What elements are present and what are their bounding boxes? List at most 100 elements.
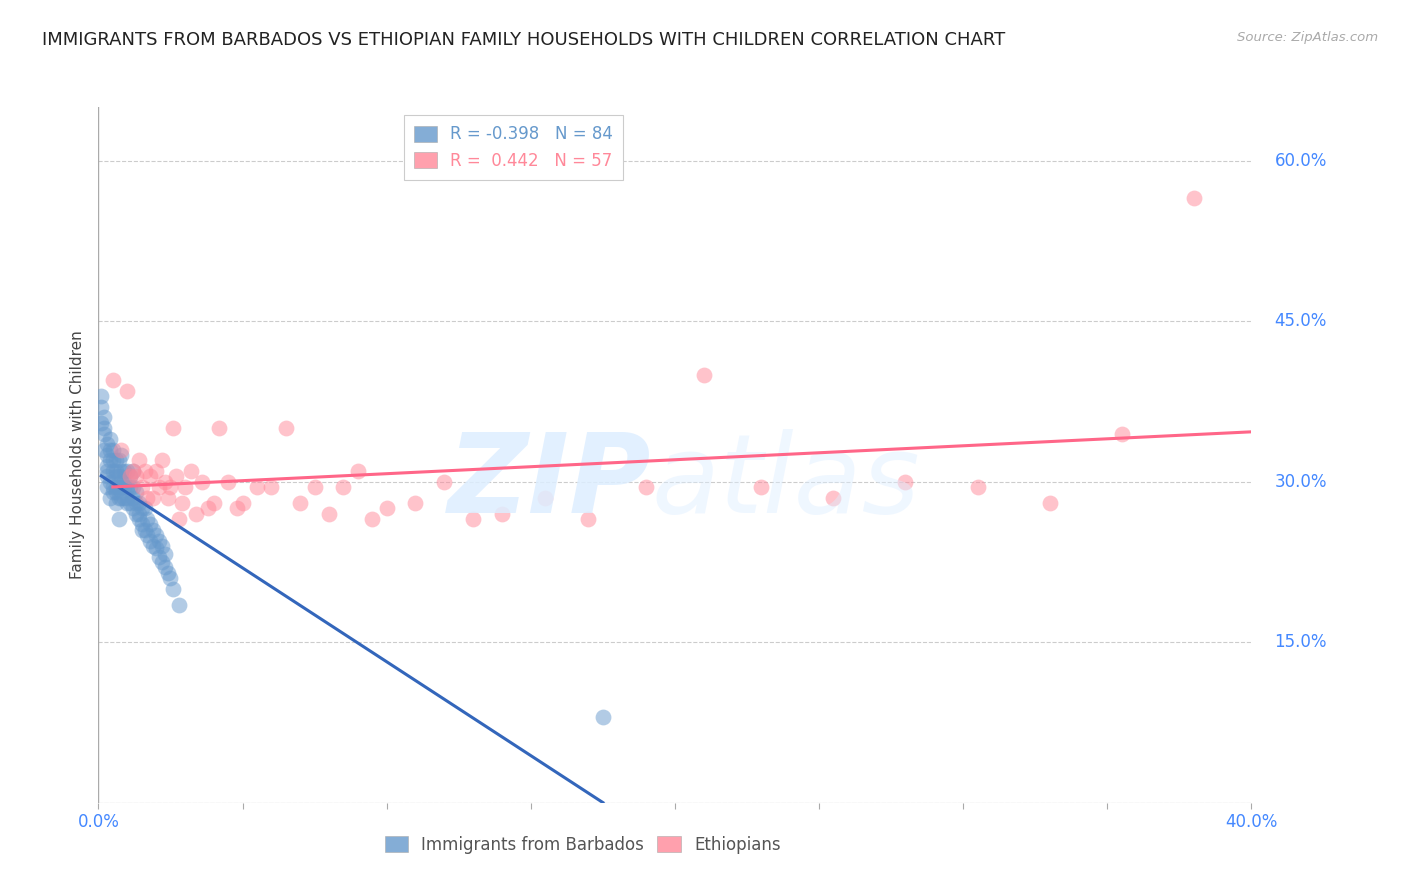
Point: [186, 507, 208, 521]
Point: [148, 533, 170, 548]
Point: [96, 458, 118, 473]
Point: [131, 523, 153, 537]
Point: [96, 464, 118, 478]
Point: [93, 410, 115, 425]
Y-axis label: Family Households with Children: Family Households with Children: [70, 331, 86, 579]
Point: [153, 560, 176, 574]
Point: [120, 480, 142, 494]
Point: [122, 491, 145, 505]
Point: [110, 448, 132, 462]
Point: [134, 501, 156, 516]
Point: [101, 442, 124, 457]
Point: [156, 491, 179, 505]
Point: [433, 475, 456, 489]
Point: [107, 480, 129, 494]
Point: [98, 442, 121, 457]
Point: [142, 523, 165, 537]
Point: [98, 491, 121, 505]
Point: [142, 539, 165, 553]
Point: [110, 464, 132, 478]
Point: [128, 512, 150, 526]
Point: [894, 475, 917, 489]
Point: [159, 480, 181, 494]
Point: [90, 389, 112, 403]
Point: [98, 453, 121, 467]
Point: [104, 464, 127, 478]
Point: [139, 469, 162, 483]
Text: 60.0%: 60.0%: [1274, 152, 1327, 169]
Point: [191, 475, 214, 489]
Point: [110, 475, 132, 489]
Point: [304, 480, 326, 494]
Point: [96, 448, 118, 462]
Point: [112, 464, 135, 478]
Point: [167, 598, 190, 612]
Point: [145, 464, 167, 478]
Point: [128, 453, 150, 467]
Point: [93, 442, 115, 457]
Point: [225, 501, 247, 516]
Point: [197, 501, 219, 516]
Point: [290, 496, 312, 510]
Point: [131, 480, 153, 494]
Point: [125, 507, 148, 521]
Point: [145, 528, 167, 542]
Point: [120, 469, 142, 483]
Point: [101, 485, 124, 500]
Point: [104, 496, 127, 510]
Point: [104, 453, 127, 467]
Point: [117, 491, 138, 505]
Point: [139, 517, 162, 532]
Point: [142, 491, 165, 505]
Point: [170, 496, 193, 510]
Point: [98, 432, 121, 446]
Point: [96, 437, 118, 451]
Point: [125, 469, 148, 483]
Point: [150, 539, 173, 553]
Point: [125, 485, 148, 500]
Point: [260, 480, 283, 494]
Point: [174, 480, 197, 494]
Point: [104, 480, 127, 494]
Point: [125, 496, 148, 510]
Point: [159, 571, 181, 585]
Text: atlas: atlas: [652, 429, 921, 536]
Point: [136, 512, 159, 526]
Point: [136, 528, 159, 542]
Point: [318, 507, 340, 521]
Point: [1182, 191, 1205, 205]
Text: 45.0%: 45.0%: [1274, 312, 1327, 330]
Point: [107, 453, 129, 467]
Point: [134, 523, 156, 537]
Point: [93, 421, 115, 435]
Point: [117, 496, 138, 510]
Text: 30.0%: 30.0%: [1274, 473, 1327, 491]
Text: Source: ZipAtlas.com: Source: ZipAtlas.com: [1237, 31, 1378, 45]
Point: [491, 507, 513, 521]
Point: [208, 421, 231, 435]
Point: [162, 421, 184, 435]
Point: [131, 517, 153, 532]
Point: [120, 496, 142, 510]
Point: [107, 491, 129, 505]
Point: [96, 480, 118, 494]
Legend: Immigrants from Barbados, Ethiopians: Immigrants from Barbados, Ethiopians: [378, 830, 787, 861]
Point: [112, 475, 135, 489]
Point: [110, 491, 132, 505]
Point: [131, 501, 153, 516]
Point: [122, 464, 145, 478]
Point: [107, 512, 129, 526]
Point: [274, 421, 297, 435]
Point: [332, 480, 354, 494]
Point: [180, 464, 202, 478]
Point: [101, 373, 124, 387]
Point: [120, 469, 142, 483]
Point: [461, 512, 484, 526]
Point: [110, 480, 132, 494]
Point: [346, 464, 368, 478]
Point: [361, 512, 384, 526]
Point: [136, 491, 159, 505]
Point: [122, 480, 145, 494]
Point: [162, 582, 184, 596]
Point: [202, 496, 225, 510]
